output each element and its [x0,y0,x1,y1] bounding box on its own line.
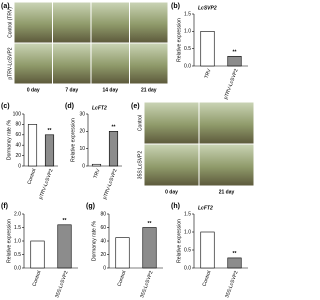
bar [91,163,102,167]
column-label: 14 day [102,87,118,93]
y-tick-label: 20 [79,129,85,135]
y-tick-label: 30 [79,111,85,117]
y-tick-label: 80 [100,211,106,217]
y-axis-label: Relative expression [70,118,76,162]
y-tick-label: 100 [13,111,22,117]
photo [91,43,129,84]
photo [130,43,168,84]
y-axis-label: Relative expression [6,219,12,263]
photo [144,102,199,144]
row-label: Control [137,115,143,131]
y-tick-label: 1.5 [14,225,21,231]
bar [30,240,45,269]
bar [227,257,242,269]
x-tick-label: pTRV-LcSVP2 [38,168,55,200]
panel-label: (h) [171,203,180,210]
y-axis-label: Dormancy rate /% [6,119,12,160]
photo [91,2,129,43]
column-label: 7 day [65,87,78,93]
significance-label: ** [233,50,237,56]
chart-title: LcFT2 [198,205,213,211]
y-tick-label: 40 [100,238,106,244]
y-tick-label: 1.5 [184,11,191,17]
column-label: 0 day [165,189,178,195]
photo [144,144,199,186]
panel-label: (d) [65,103,74,110]
row-label: Control (TRV) [7,7,13,38]
x-tick-label: 35S:LcSVP2 [54,270,69,299]
significance-label: ** [148,221,152,227]
x-tick-label: pTRV-LcSVP2 [102,168,119,200]
photo [199,102,254,144]
bar [227,55,242,67]
y-tick-label: 40 [15,143,21,149]
y-tick-label: 0.5 [184,247,191,253]
x-tick-label: Control [31,270,42,287]
photo [130,2,168,43]
row-label: 35S:LcSVP2 [137,151,143,180]
y-tick-label: 60 [100,225,106,231]
y-tick-label: 1.5 [184,211,191,217]
x-tick-label: 35S:LcSVP2 [139,270,154,299]
photo [53,43,91,84]
y-tick-label: 0 [82,163,85,169]
y-tick-label: 1.0 [14,238,21,244]
y-axis-label: Dormancy rate /% [91,220,97,261]
bar [108,131,119,167]
y-tick-label: 0.5 [14,252,21,258]
x-tick-label: pTRV-LcSVP2 [223,68,240,100]
column-label: 0 day [27,87,40,93]
panel-label: (g) [86,203,95,210]
y-tick-label: 0.5 [184,46,191,52]
bar [200,31,215,67]
x-tick-label: TRV [93,167,102,179]
bar [44,134,55,167]
y-tick-label: 20 [100,252,106,258]
x-tick-label: TRV [204,67,213,79]
bar [57,224,72,269]
photo [14,43,52,84]
panel-label: (b) [171,3,180,10]
significance-label: ** [63,218,67,224]
y-tick-label: 1.0 [184,229,191,235]
row-label: pTRV-LcSVP2 [7,47,13,79]
y-tick-label: 1.0 [184,29,191,35]
y-axis-label: Relative expression [176,219,182,263]
x-tick-label: Control [26,168,37,185]
significance-label: ** [233,251,237,257]
significance-label: ** [112,125,116,131]
x-tick-label: Control [201,270,212,287]
y-tick-label: 0 [103,265,106,271]
y-tick-label: 0.0 [14,265,21,271]
bar [115,237,130,269]
photo [53,2,91,43]
chart-title: LcSVP2 [198,5,217,11]
y-axis-label: Relative expression [176,18,182,62]
y-tick-label: 2.0 [14,211,21,217]
panel-label: (a) [1,3,10,10]
y-tick-label: 0.0 [184,63,191,69]
photo [14,2,52,43]
figure: (a)Control (TRV) pTRV-LcSVP2 0 day 7 day 14 … [1,2,254,299]
bar [200,231,215,269]
column-label: 21 day [141,87,157,93]
bar [27,124,38,167]
column-label: 21 day [219,189,235,195]
x-tick-label: 35S:LcSVP2 [224,270,239,299]
y-tick-label: 0 [18,163,21,169]
y-tick-label: 60 [15,132,21,138]
photo [199,144,254,186]
chart-title: LcFT2 [92,105,107,111]
y-tick-label: 80 [15,122,21,128]
y-tick-label: 10 [79,146,85,152]
x-tick-label: Control [116,270,127,287]
y-tick-label: 20 [15,153,21,159]
panel-label: (e) [131,103,140,110]
panel-label: (f) [1,203,8,210]
panel-label: (c) [1,103,10,110]
significance-label: ** [48,128,52,134]
bar [142,227,157,269]
y-tick-label: 0.0 [184,265,191,271]
